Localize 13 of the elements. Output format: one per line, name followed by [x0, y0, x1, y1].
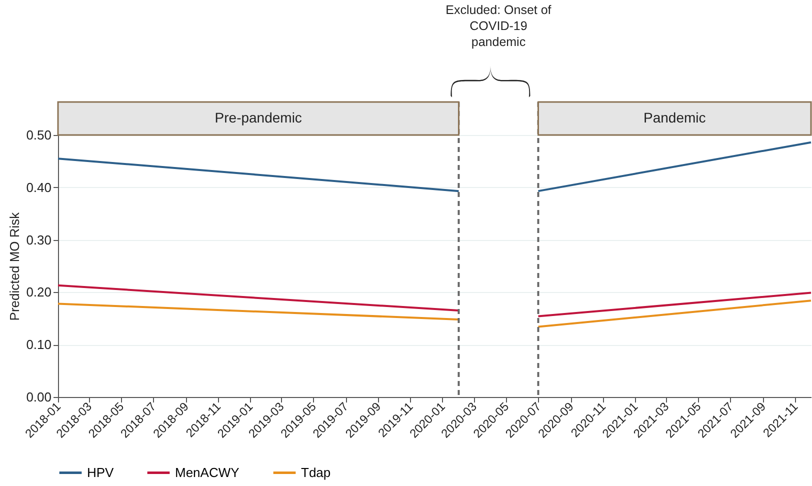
y-tick-label: 0.10	[26, 337, 52, 352]
y-tick-label: 0.20	[26, 284, 52, 300]
legend-label: Tdap	[301, 464, 331, 480]
text: Pandemic	[643, 110, 706, 126]
legend-label: MenACWY	[175, 464, 240, 480]
text: Pre-pandemic	[214, 110, 302, 126]
y-tick-label: 0.30	[26, 232, 52, 248]
legend-label: HPV	[87, 464, 114, 480]
y-axis-title: Predicted MO Risk	[7, 212, 22, 321]
y-tick-label: 0.50	[26, 128, 52, 142]
y-tick-label: 0.40	[26, 180, 52, 195]
y-tick-label: 0.00	[26, 390, 52, 404]
text: Excluded: Onset of COVID-19 pandemic	[446, 3, 552, 49]
